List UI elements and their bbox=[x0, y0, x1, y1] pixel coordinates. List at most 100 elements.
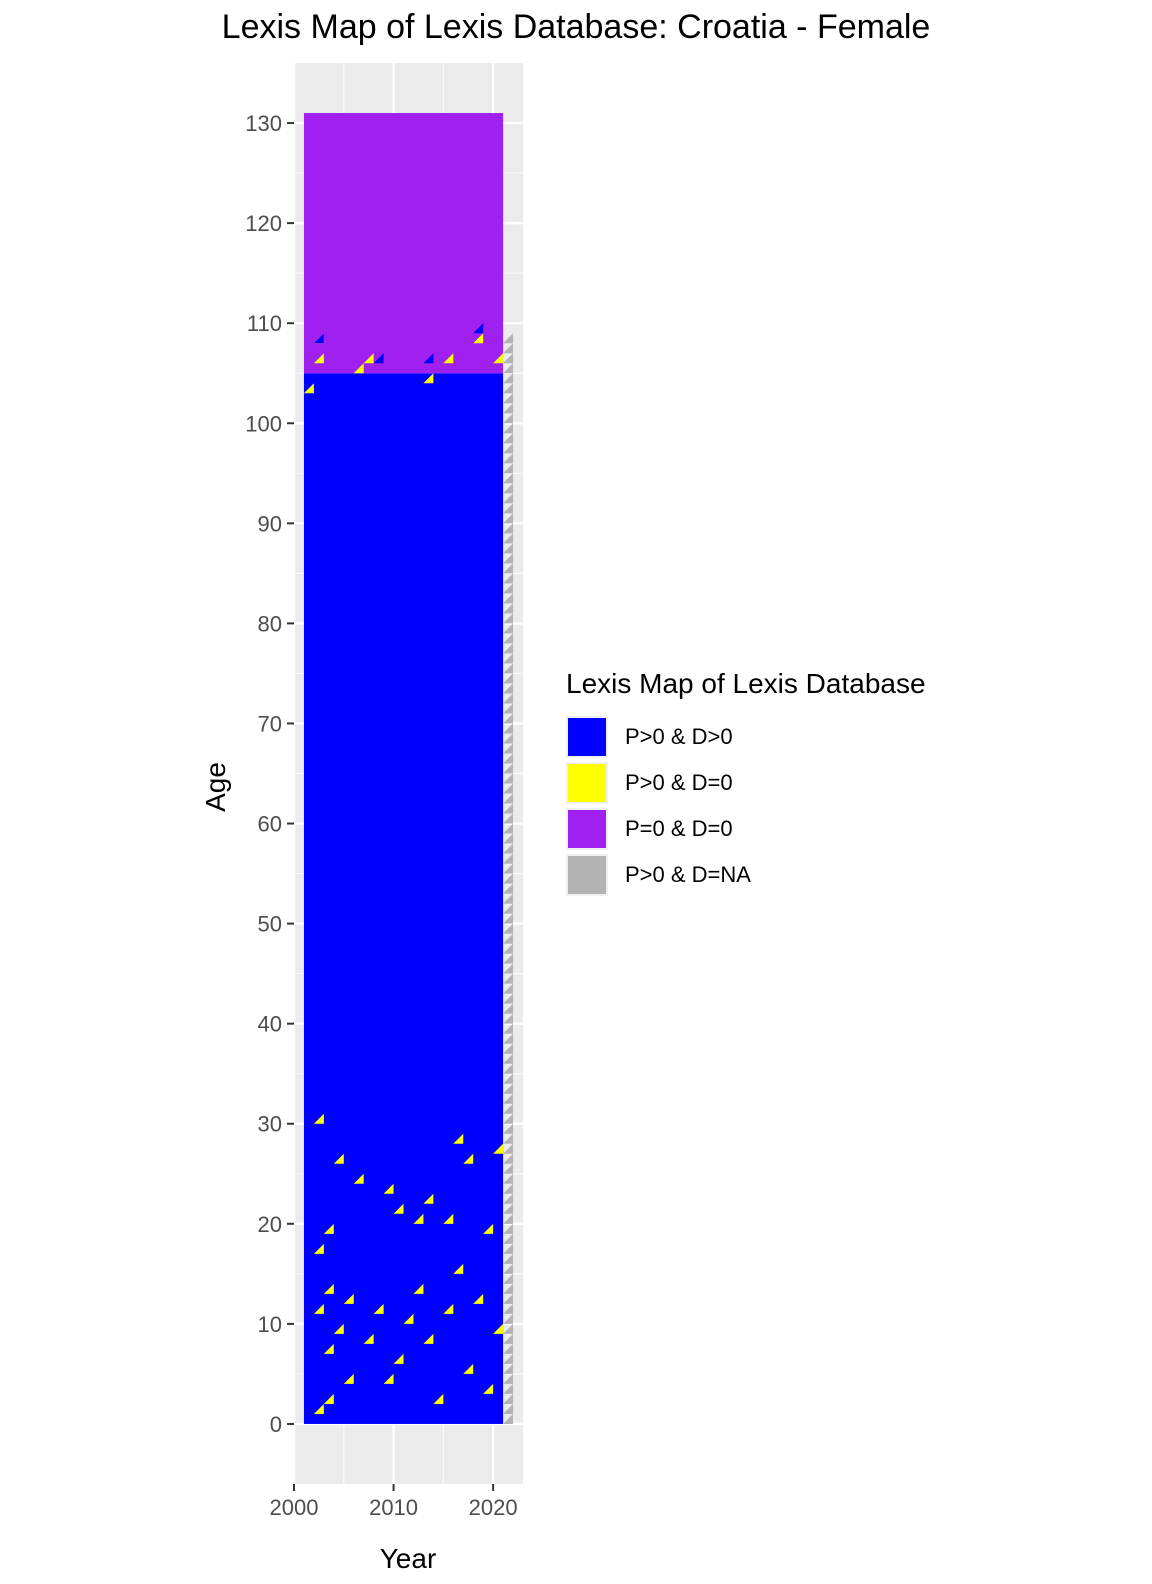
lexis-cell-zero-deaths bbox=[413, 1213, 424, 1224]
lexis-cell-boundary bbox=[313, 353, 324, 364]
lexis-cell-na bbox=[503, 1123, 514, 1134]
lexis-cell-na bbox=[503, 1173, 514, 1184]
lexis-cell-na bbox=[503, 1153, 514, 1164]
lexis-cell-na bbox=[503, 1403, 514, 1414]
lexis-cell-na bbox=[503, 1133, 514, 1144]
lexis-cell-na bbox=[503, 543, 514, 554]
lexis-cell-na bbox=[503, 713, 514, 724]
lexis-cell-na bbox=[503, 893, 514, 904]
lexis-cell-na bbox=[503, 403, 514, 414]
lexis-cell-na bbox=[503, 1083, 514, 1094]
lexis-cell-na bbox=[503, 1283, 514, 1294]
lexis-cell-boundary bbox=[443, 353, 454, 364]
lexis-cell-na bbox=[503, 803, 514, 814]
lexis-cells bbox=[303, 113, 514, 1424]
lexis-cell-zero-deaths bbox=[423, 1333, 434, 1344]
legend-key-blue bbox=[566, 716, 608, 758]
legend-key-purple bbox=[566, 808, 608, 850]
lexis-cell-zero-deaths bbox=[373, 1303, 384, 1314]
lexis-cell-zero-deaths bbox=[483, 1223, 494, 1234]
lexis-cell-na bbox=[503, 1213, 514, 1224]
lexis-cell-na bbox=[503, 1093, 514, 1104]
lexis-cell-zero-deaths bbox=[423, 1193, 434, 1204]
y-tick-label: 10 bbox=[258, 1312, 282, 1337]
lexis-cell-zero-deaths bbox=[493, 1323, 504, 1334]
lexis-cell-na bbox=[503, 453, 514, 464]
lexis-cell-na bbox=[503, 493, 514, 504]
legend-item-d-na: P>0 & D=NA bbox=[566, 852, 926, 898]
legend-item-d-zero: P>0 & D=0 bbox=[566, 760, 926, 806]
lexis-region-purple bbox=[303, 113, 504, 374]
lexis-cell-na bbox=[503, 1053, 514, 1064]
lexis-cell-zero-deaths bbox=[343, 1373, 354, 1384]
lexis-cell-boundary bbox=[473, 323, 484, 334]
lexis-cell-na bbox=[503, 1103, 514, 1114]
y-tick-label: 130 bbox=[245, 111, 282, 136]
lexis-cell-na bbox=[503, 663, 514, 674]
lexis-cell-na bbox=[503, 773, 514, 784]
lexis-cell-na bbox=[503, 983, 514, 994]
legend-label: P>0 & D=NA bbox=[625, 862, 751, 887]
lexis-cell-na bbox=[503, 643, 514, 654]
lexis-cell-na bbox=[503, 633, 514, 644]
y-tick-label: 70 bbox=[258, 711, 282, 736]
lexis-cell-na bbox=[503, 823, 514, 834]
y-tick-label: 120 bbox=[245, 211, 282, 236]
lexis-cell-na bbox=[503, 1333, 514, 1344]
lexis-cell-boundary bbox=[313, 333, 324, 344]
lexis-cell-na bbox=[503, 1413, 514, 1424]
lexis-cell-na bbox=[503, 933, 514, 944]
lexis-cell-zero-deaths bbox=[383, 1183, 394, 1194]
legend-label: P=0 & D=0 bbox=[625, 816, 733, 841]
lexis-cell-zero-deaths bbox=[333, 1323, 344, 1334]
lexis-cell-na bbox=[503, 1313, 514, 1324]
lexis-cell-zero-deaths bbox=[323, 1343, 334, 1354]
lexis-cell-na bbox=[503, 1023, 514, 1034]
lexis-cell-na bbox=[503, 623, 514, 634]
legend: Lexis Map of Lexis Database P>0 & D>0 P>… bbox=[566, 668, 926, 898]
lexis-cell-na bbox=[503, 693, 514, 704]
lexis-cell-na bbox=[503, 923, 514, 934]
lexis-cell-boundary bbox=[473, 333, 484, 344]
lexis-cell-na bbox=[503, 743, 514, 754]
x-axis: 2000 2010 2020 bbox=[270, 1484, 518, 1520]
legend-key-grey bbox=[566, 854, 608, 896]
lexis-cell-na bbox=[503, 1253, 514, 1264]
y-tick-label: 100 bbox=[245, 411, 282, 436]
lexis-cell-na bbox=[503, 1243, 514, 1254]
x-tick-label: 2010 bbox=[369, 1495, 418, 1520]
lexis-cell-na bbox=[503, 423, 514, 434]
lexis-cell-na bbox=[503, 863, 514, 874]
lexis-cell-na bbox=[503, 683, 514, 694]
lexis-cell-zero-deaths bbox=[383, 1373, 394, 1384]
x-axis-title: Year bbox=[380, 1543, 437, 1574]
lexis-cell-na bbox=[503, 1163, 514, 1174]
lexis-cell-na bbox=[503, 943, 514, 954]
lexis-cell-boundary bbox=[303, 383, 314, 394]
lexis-cell-zero-deaths bbox=[393, 1203, 404, 1214]
x-tick-label: 2000 bbox=[270, 1495, 319, 1520]
lexis-cell-na bbox=[503, 343, 514, 354]
lexis-cell-zero-deaths bbox=[433, 1393, 444, 1404]
legend-title: Lexis Map of Lexis Database bbox=[566, 668, 926, 699]
legend-item-p-zero: P=0 & D=0 bbox=[566, 806, 926, 852]
lexis-cell-zero-deaths bbox=[443, 1213, 454, 1224]
y-tick-label: 0 bbox=[270, 1412, 282, 1437]
lexis-cell-na bbox=[503, 973, 514, 984]
y-tick-label: 110 bbox=[247, 311, 282, 336]
lexis-cell-na bbox=[503, 383, 514, 394]
lexis-cell-na bbox=[503, 413, 514, 424]
lexis-cell-na bbox=[503, 723, 514, 734]
lexis-cell-zero-deaths bbox=[473, 1293, 484, 1304]
y-tick-label: 50 bbox=[258, 912, 282, 937]
lexis-cell-na bbox=[503, 443, 514, 454]
lexis-cell-na bbox=[503, 523, 514, 534]
lexis-cell-zero-deaths bbox=[443, 1303, 454, 1314]
lexis-cell-zero-deaths bbox=[353, 1173, 364, 1184]
legend-key-yellow bbox=[566, 762, 608, 804]
lexis-cell-na bbox=[503, 353, 514, 364]
lexis-cell-na bbox=[503, 843, 514, 854]
lexis-cell-na bbox=[503, 1223, 514, 1234]
lexis-cell-zero-deaths bbox=[463, 1363, 474, 1374]
